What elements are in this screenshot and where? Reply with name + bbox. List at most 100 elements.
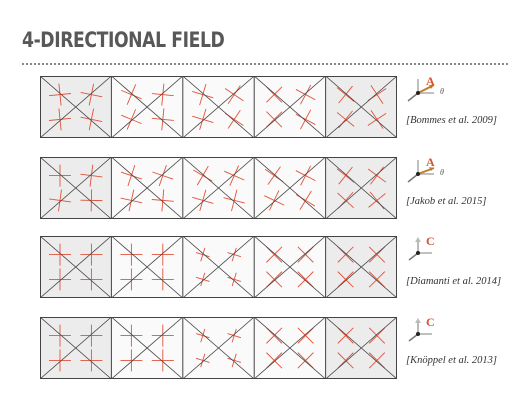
field-stroke (227, 110, 241, 129)
field-stroke (337, 246, 354, 263)
field-stroke (88, 108, 95, 131)
mesh-edge (325, 76, 397, 138)
field-stroke (368, 246, 386, 263)
field-stroke (161, 108, 165, 131)
citation-label: [Diamanti et al. 2014] (406, 276, 502, 287)
mesh-edge (182, 317, 255, 379)
field-stroke (368, 271, 386, 288)
field-stroke (337, 271, 354, 288)
field-stroke (267, 166, 281, 185)
field-stroke (158, 165, 167, 187)
cross-field-axis-icon: C (404, 234, 448, 264)
cross-field-axis-icon: A θ (404, 155, 448, 185)
mesh-edge (40, 76, 112, 138)
field-stroke (368, 327, 386, 344)
field-stroke (200, 272, 206, 287)
mesh-edge (40, 317, 112, 379)
citation-label: [Bommes et al. 2009] (406, 115, 497, 126)
field-stroke (337, 327, 354, 344)
field-stroke (231, 272, 237, 287)
field-stroke (300, 109, 312, 130)
angle-label: θ (440, 87, 444, 96)
field-stroke (297, 271, 314, 288)
cross-field-axis-icon: C (404, 315, 448, 345)
mesh-diagram (40, 317, 397, 379)
field-stroke (88, 83, 95, 106)
field-stroke (58, 189, 62, 212)
glyph-letter: A (426, 155, 435, 169)
field-stroke (128, 189, 135, 212)
citation-label: [Knöppel et al. 2013] (406, 355, 497, 366)
field-stroke (367, 112, 387, 126)
mesh-edge (182, 157, 255, 219)
field-stroke (300, 84, 312, 105)
citation-label: [Jakob et al. 2015] (406, 196, 487, 207)
field-stroke (338, 166, 353, 185)
field-stroke (269, 190, 280, 211)
mesh-edge (111, 236, 184, 298)
field-panel-jakob (40, 157, 397, 219)
field-stroke (337, 352, 354, 369)
mesh-diagram (40, 76, 397, 138)
field-stroke (266, 246, 283, 263)
field-stroke (199, 189, 207, 212)
field-stroke (266, 86, 283, 103)
field-stroke (297, 352, 314, 369)
field-stroke (300, 165, 312, 186)
slide-title: 4-DIRECTIONAL FIELD (22, 28, 225, 52)
title-divider (22, 63, 508, 65)
field-stroke (126, 84, 137, 105)
mesh-edge (111, 76, 184, 138)
mesh-edge (325, 236, 397, 298)
field-stroke (199, 83, 207, 106)
mesh-diagram (40, 157, 397, 219)
field-stroke (231, 328, 237, 343)
mesh-diagram (40, 236, 397, 298)
field-stroke (200, 353, 206, 368)
field-stroke (266, 271, 283, 288)
mesh-edge (253, 76, 326, 138)
field-stroke (266, 352, 283, 369)
mesh-edge (182, 236, 255, 298)
field-stroke (58, 108, 62, 131)
field-stroke (58, 83, 62, 106)
field-stroke (231, 189, 238, 212)
cross-field-axis-icon: A θ (404, 74, 448, 104)
field-stroke (370, 166, 384, 185)
field-stroke (126, 109, 137, 130)
field-stroke (266, 111, 283, 128)
field-stroke (227, 85, 241, 104)
mesh-edge (253, 157, 326, 219)
mesh-edge (325, 157, 397, 219)
mesh-edge (182, 76, 255, 138)
glyph-letter: C (426, 234, 435, 248)
field-stroke (229, 165, 240, 186)
field-stroke (266, 327, 283, 344)
angle-label: θ (440, 168, 444, 177)
field-panel-bommes (40, 76, 397, 138)
field-stroke (161, 189, 165, 212)
field-stroke (89, 164, 94, 187)
field-stroke (199, 108, 207, 131)
field-stroke (161, 83, 165, 106)
mesh-edge (253, 236, 326, 298)
mesh-edge (40, 236, 112, 298)
mesh-edge (325, 317, 397, 379)
field-stroke (368, 352, 386, 369)
mesh-edge (253, 317, 326, 379)
field-stroke (196, 165, 209, 186)
field-stroke (127, 165, 136, 187)
mesh-edge (111, 317, 184, 379)
field-stroke (200, 247, 206, 262)
field-stroke (368, 193, 386, 208)
mesh-edge (111, 157, 184, 219)
field-panel-diamanti (40, 236, 397, 298)
field-stroke (338, 85, 353, 104)
glyph-letter: A (426, 74, 435, 88)
field-stroke (231, 353, 237, 368)
glyph-letter: C (426, 315, 435, 329)
field-stroke (297, 327, 314, 344)
field-stroke (299, 190, 312, 211)
field-stroke (297, 246, 314, 263)
mesh-edge (40, 157, 112, 219)
